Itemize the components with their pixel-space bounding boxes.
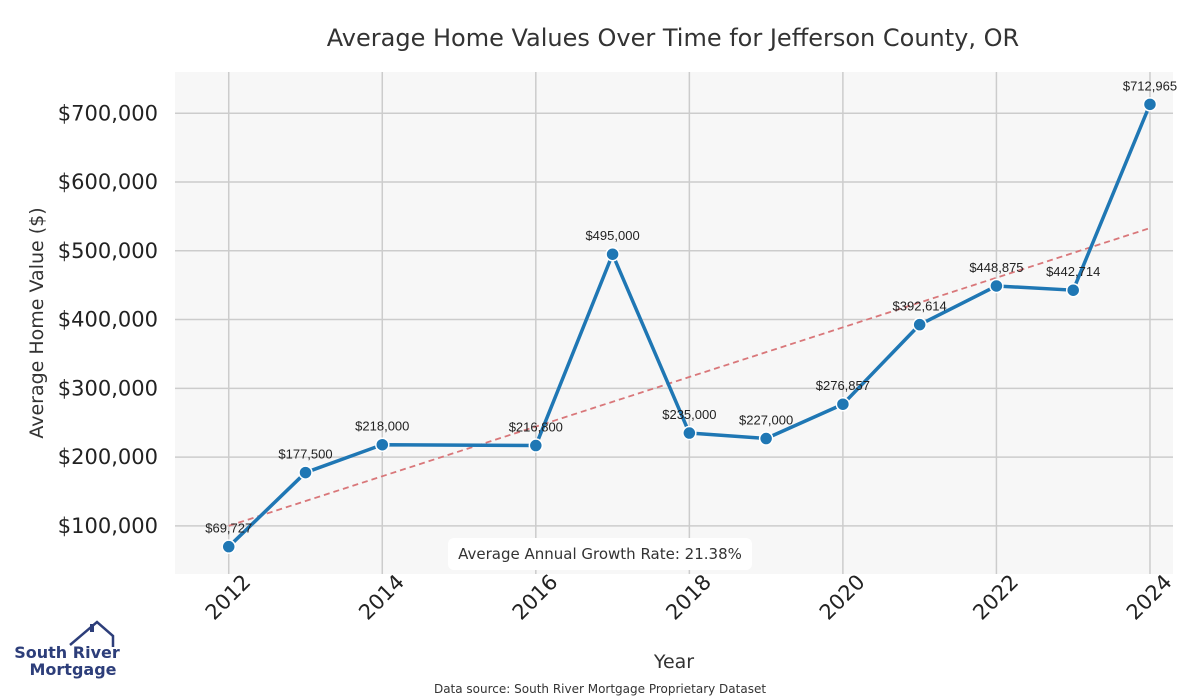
x-tick-label: 2016	[508, 570, 563, 625]
y-tick-label: $700,000	[58, 101, 158, 125]
data-point	[835, 396, 851, 412]
data-point	[528, 438, 544, 453]
series-line	[227, 103, 1152, 548]
data-point	[682, 425, 697, 441]
data-label: $712,965	[1123, 78, 1177, 93]
logo-line-2: Mortgage	[29, 660, 116, 679]
company-logo: South River Mortgage	[14, 620, 120, 679]
chimney-icon	[90, 624, 94, 632]
data-label: $276,857	[816, 378, 870, 393]
gridlines	[175, 72, 1173, 574]
y-tick-label: $400,000	[58, 308, 158, 332]
data-label: $218,000	[355, 419, 409, 434]
house-roof-icon	[69, 620, 115, 647]
data-label: $216,800	[509, 420, 563, 435]
data-label: $392,614	[893, 299, 947, 314]
data-point	[298, 465, 313, 480]
data-points	[221, 97, 1158, 554]
data-labels: $69,727 $177,500 $218,000 $216,800 $495,000 $…	[205, 78, 1177, 535]
x-tick-label: 2024	[1122, 570, 1177, 625]
data-label: $235,000	[662, 407, 716, 422]
data-label: $69,727	[205, 521, 252, 536]
x-tick-label: 2018	[661, 570, 716, 625]
x-tick-labels: 2012 2014 2016 2018 2020 2022 2024	[201, 570, 1177, 625]
data-point	[375, 437, 390, 452]
y-tick-label: $600,000	[58, 170, 158, 194]
data-label: $177,500	[278, 447, 332, 462]
data-point	[912, 317, 927, 332]
data-label: $442,714	[1046, 264, 1100, 279]
growth-rate-annotation: Average Annual Growth Rate: 21.38%	[448, 538, 752, 570]
y-tick-label: $100,000	[58, 514, 158, 538]
data-source-note: Data source: South River Mortgage Propri…	[434, 682, 766, 696]
logo-line-1: South River	[14, 643, 120, 662]
data-label: $227,000	[739, 413, 793, 428]
data-point	[758, 431, 774, 446]
y-tick-label: $300,000	[58, 376, 158, 400]
data-point	[605, 246, 620, 262]
trend-line	[228, 227, 1151, 527]
y-tick-labels: $100,000 $200,000 $300,000 $400,000 $500,000…	[58, 101, 158, 538]
chart-title: Average Home Values Over Time for Jeffer…	[327, 24, 1019, 52]
data-label: $495,000	[585, 228, 639, 243]
data-point	[221, 539, 236, 554]
growth-rate-text: Average Annual Growth Rate: 21.38%	[458, 545, 742, 563]
x-tick-label: 2020	[815, 570, 870, 625]
data-label: $448,875	[969, 260, 1023, 275]
x-tick-label: 2014	[354, 570, 409, 625]
x-tick-label: 2022	[968, 570, 1023, 625]
x-axis-label: Year	[653, 651, 694, 673]
data-point	[989, 278, 1004, 294]
y-tick-label: $200,000	[58, 445, 158, 469]
data-point	[1065, 282, 1081, 298]
plot-area	[175, 72, 1173, 574]
x-tick-label: 2012	[201, 570, 256, 625]
data-point	[1142, 97, 1158, 112]
y-axis-label: Average Home Value ($)	[26, 207, 48, 438]
y-tick-label: $500,000	[58, 239, 158, 263]
growth-rate-box	[448, 538, 752, 570]
